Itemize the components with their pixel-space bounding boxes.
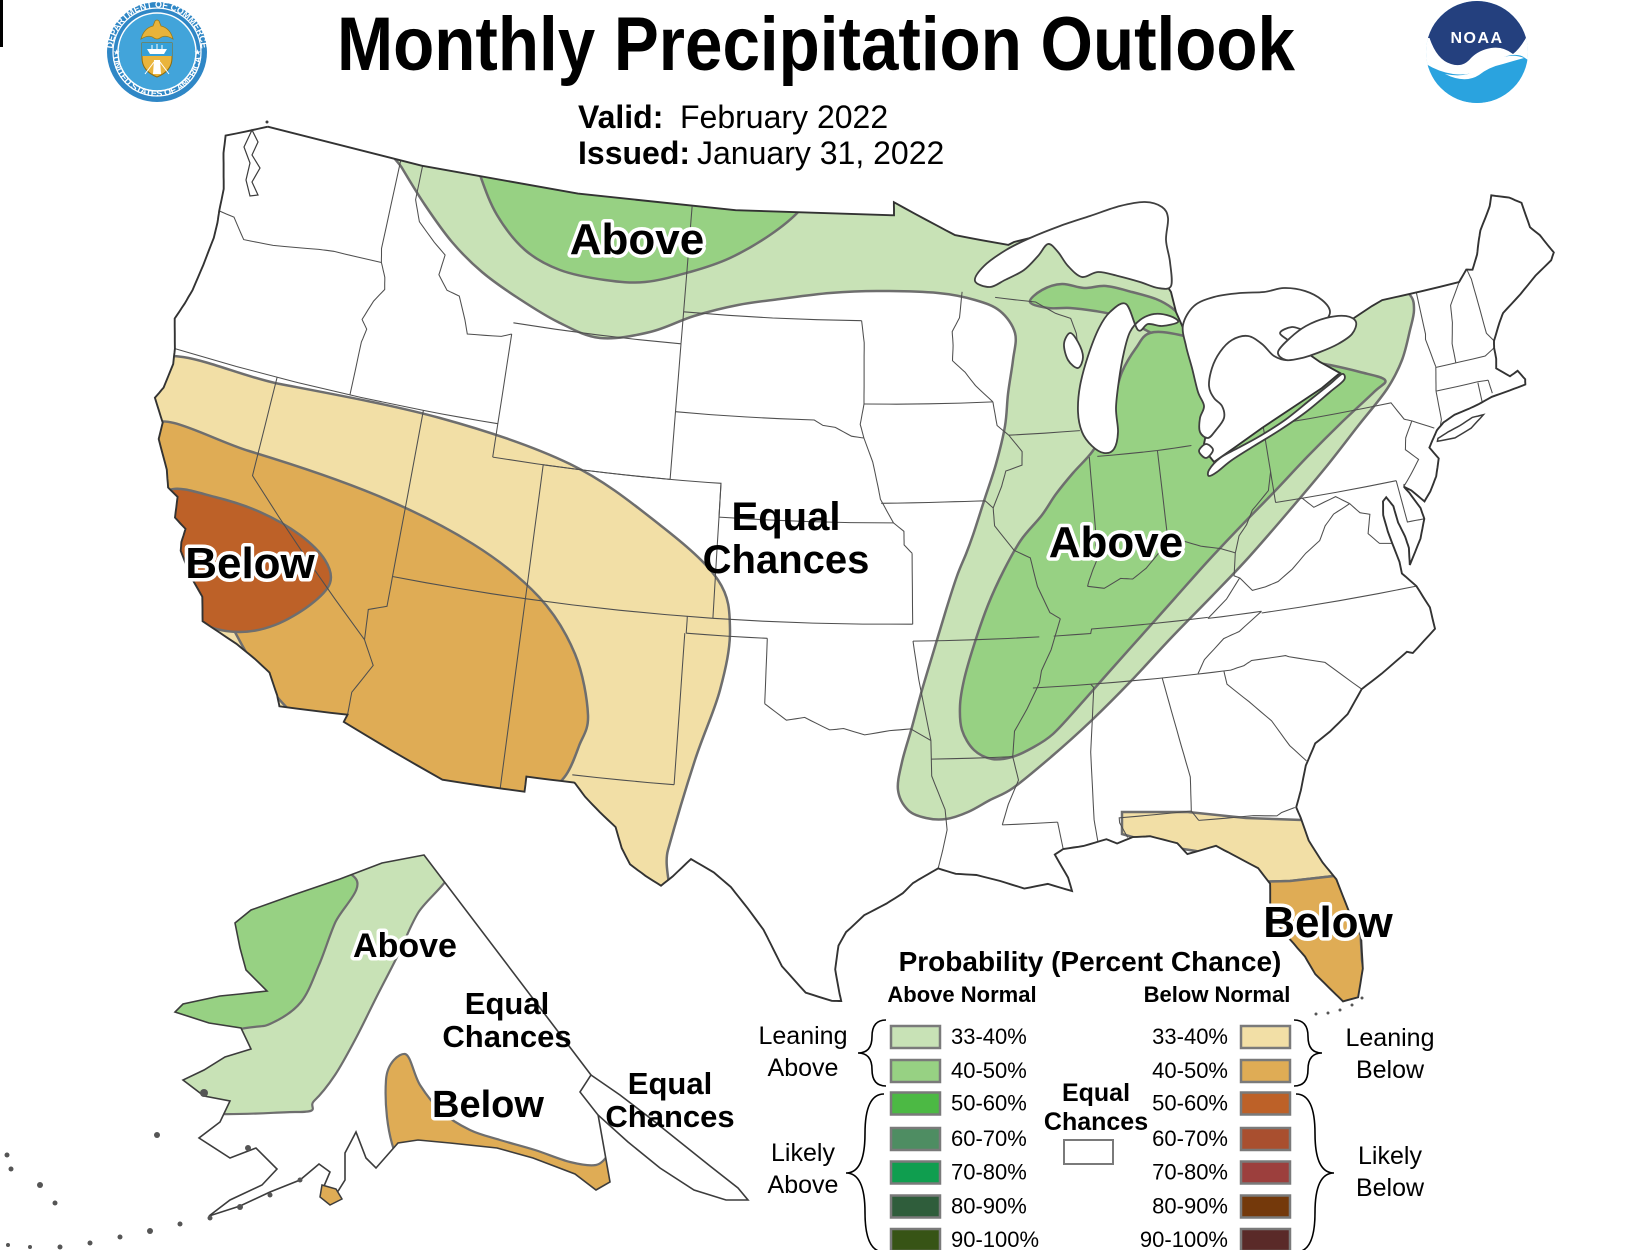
svg-text:February 2022: February 2022 bbox=[680, 99, 888, 135]
svg-text:Likely: Likely bbox=[1358, 1142, 1422, 1170]
svg-text:Monthly Precipitation Outlook: Monthly Precipitation Outlook bbox=[337, 2, 1296, 87]
svg-text:50-60%: 50-60% bbox=[951, 1091, 1027, 1116]
svg-text:Equal: Equal bbox=[1062, 1079, 1130, 1107]
svg-text:Likely: Likely bbox=[771, 1139, 835, 1167]
svg-text:80-90%: 80-90% bbox=[1152, 1194, 1228, 1219]
svg-text:Above: Above bbox=[353, 927, 457, 965]
svg-text:Leaning: Leaning bbox=[1346, 1024, 1435, 1052]
svg-text:Equal: Equal bbox=[628, 1066, 712, 1101]
svg-text:Below: Below bbox=[432, 1084, 544, 1126]
svg-text:Equal: Equal bbox=[465, 986, 549, 1021]
svg-text:33-40%: 33-40% bbox=[951, 1024, 1027, 1049]
svg-text:Above Normal: Above Normal bbox=[887, 982, 1036, 1007]
svg-text:90-100%: 90-100% bbox=[1140, 1227, 1228, 1250]
svg-text:Below: Below bbox=[1356, 1056, 1425, 1084]
svg-text:40-50%: 40-50% bbox=[1152, 1058, 1228, 1083]
svg-text:Above: Above bbox=[768, 1054, 839, 1082]
svg-text:January 31, 2022: January 31, 2022 bbox=[697, 135, 944, 171]
svg-text:★: ★ bbox=[194, 48, 201, 57]
svg-text:Equal: Equal bbox=[732, 495, 841, 539]
svg-text:Issued:: Issued: bbox=[578, 135, 690, 171]
svg-text:40-50%: 40-50% bbox=[951, 1058, 1027, 1083]
svg-text:60-70%: 60-70% bbox=[951, 1126, 1027, 1151]
svg-text:Chances: Chances bbox=[605, 1099, 734, 1134]
svg-text:Below: Below bbox=[1263, 898, 1393, 947]
svg-text:Chances: Chances bbox=[703, 538, 870, 582]
svg-text:Above: Above bbox=[768, 1171, 839, 1199]
svg-text:Below: Below bbox=[1356, 1174, 1425, 1202]
svg-text:Leaning: Leaning bbox=[759, 1022, 848, 1050]
svg-text:90-100%: 90-100% bbox=[951, 1227, 1039, 1250]
svg-text:70-80%: 70-80% bbox=[1152, 1160, 1228, 1185]
svg-text:Probability (Percent Chance): Probability (Percent Chance) bbox=[899, 946, 1282, 977]
svg-text:★: ★ bbox=[113, 48, 120, 57]
svg-text:50-60%: 50-60% bbox=[1152, 1091, 1228, 1116]
svg-text:NOAA: NOAA bbox=[1450, 30, 1503, 47]
svg-text:Below: Below bbox=[185, 539, 315, 588]
svg-text:Above: Above bbox=[1049, 518, 1183, 567]
svg-text:Chances: Chances bbox=[1044, 1108, 1148, 1136]
svg-text:Above: Above bbox=[570, 215, 704, 264]
svg-text:33-40%: 33-40% bbox=[1152, 1024, 1228, 1049]
svg-text:60-70%: 60-70% bbox=[1152, 1126, 1228, 1151]
svg-text:80-90%: 80-90% bbox=[951, 1194, 1027, 1219]
svg-text:Chances: Chances bbox=[442, 1019, 571, 1054]
svg-text:Below Normal: Below Normal bbox=[1144, 982, 1291, 1007]
svg-text:70-80%: 70-80% bbox=[951, 1160, 1027, 1185]
svg-text:Valid:: Valid: bbox=[578, 99, 663, 135]
